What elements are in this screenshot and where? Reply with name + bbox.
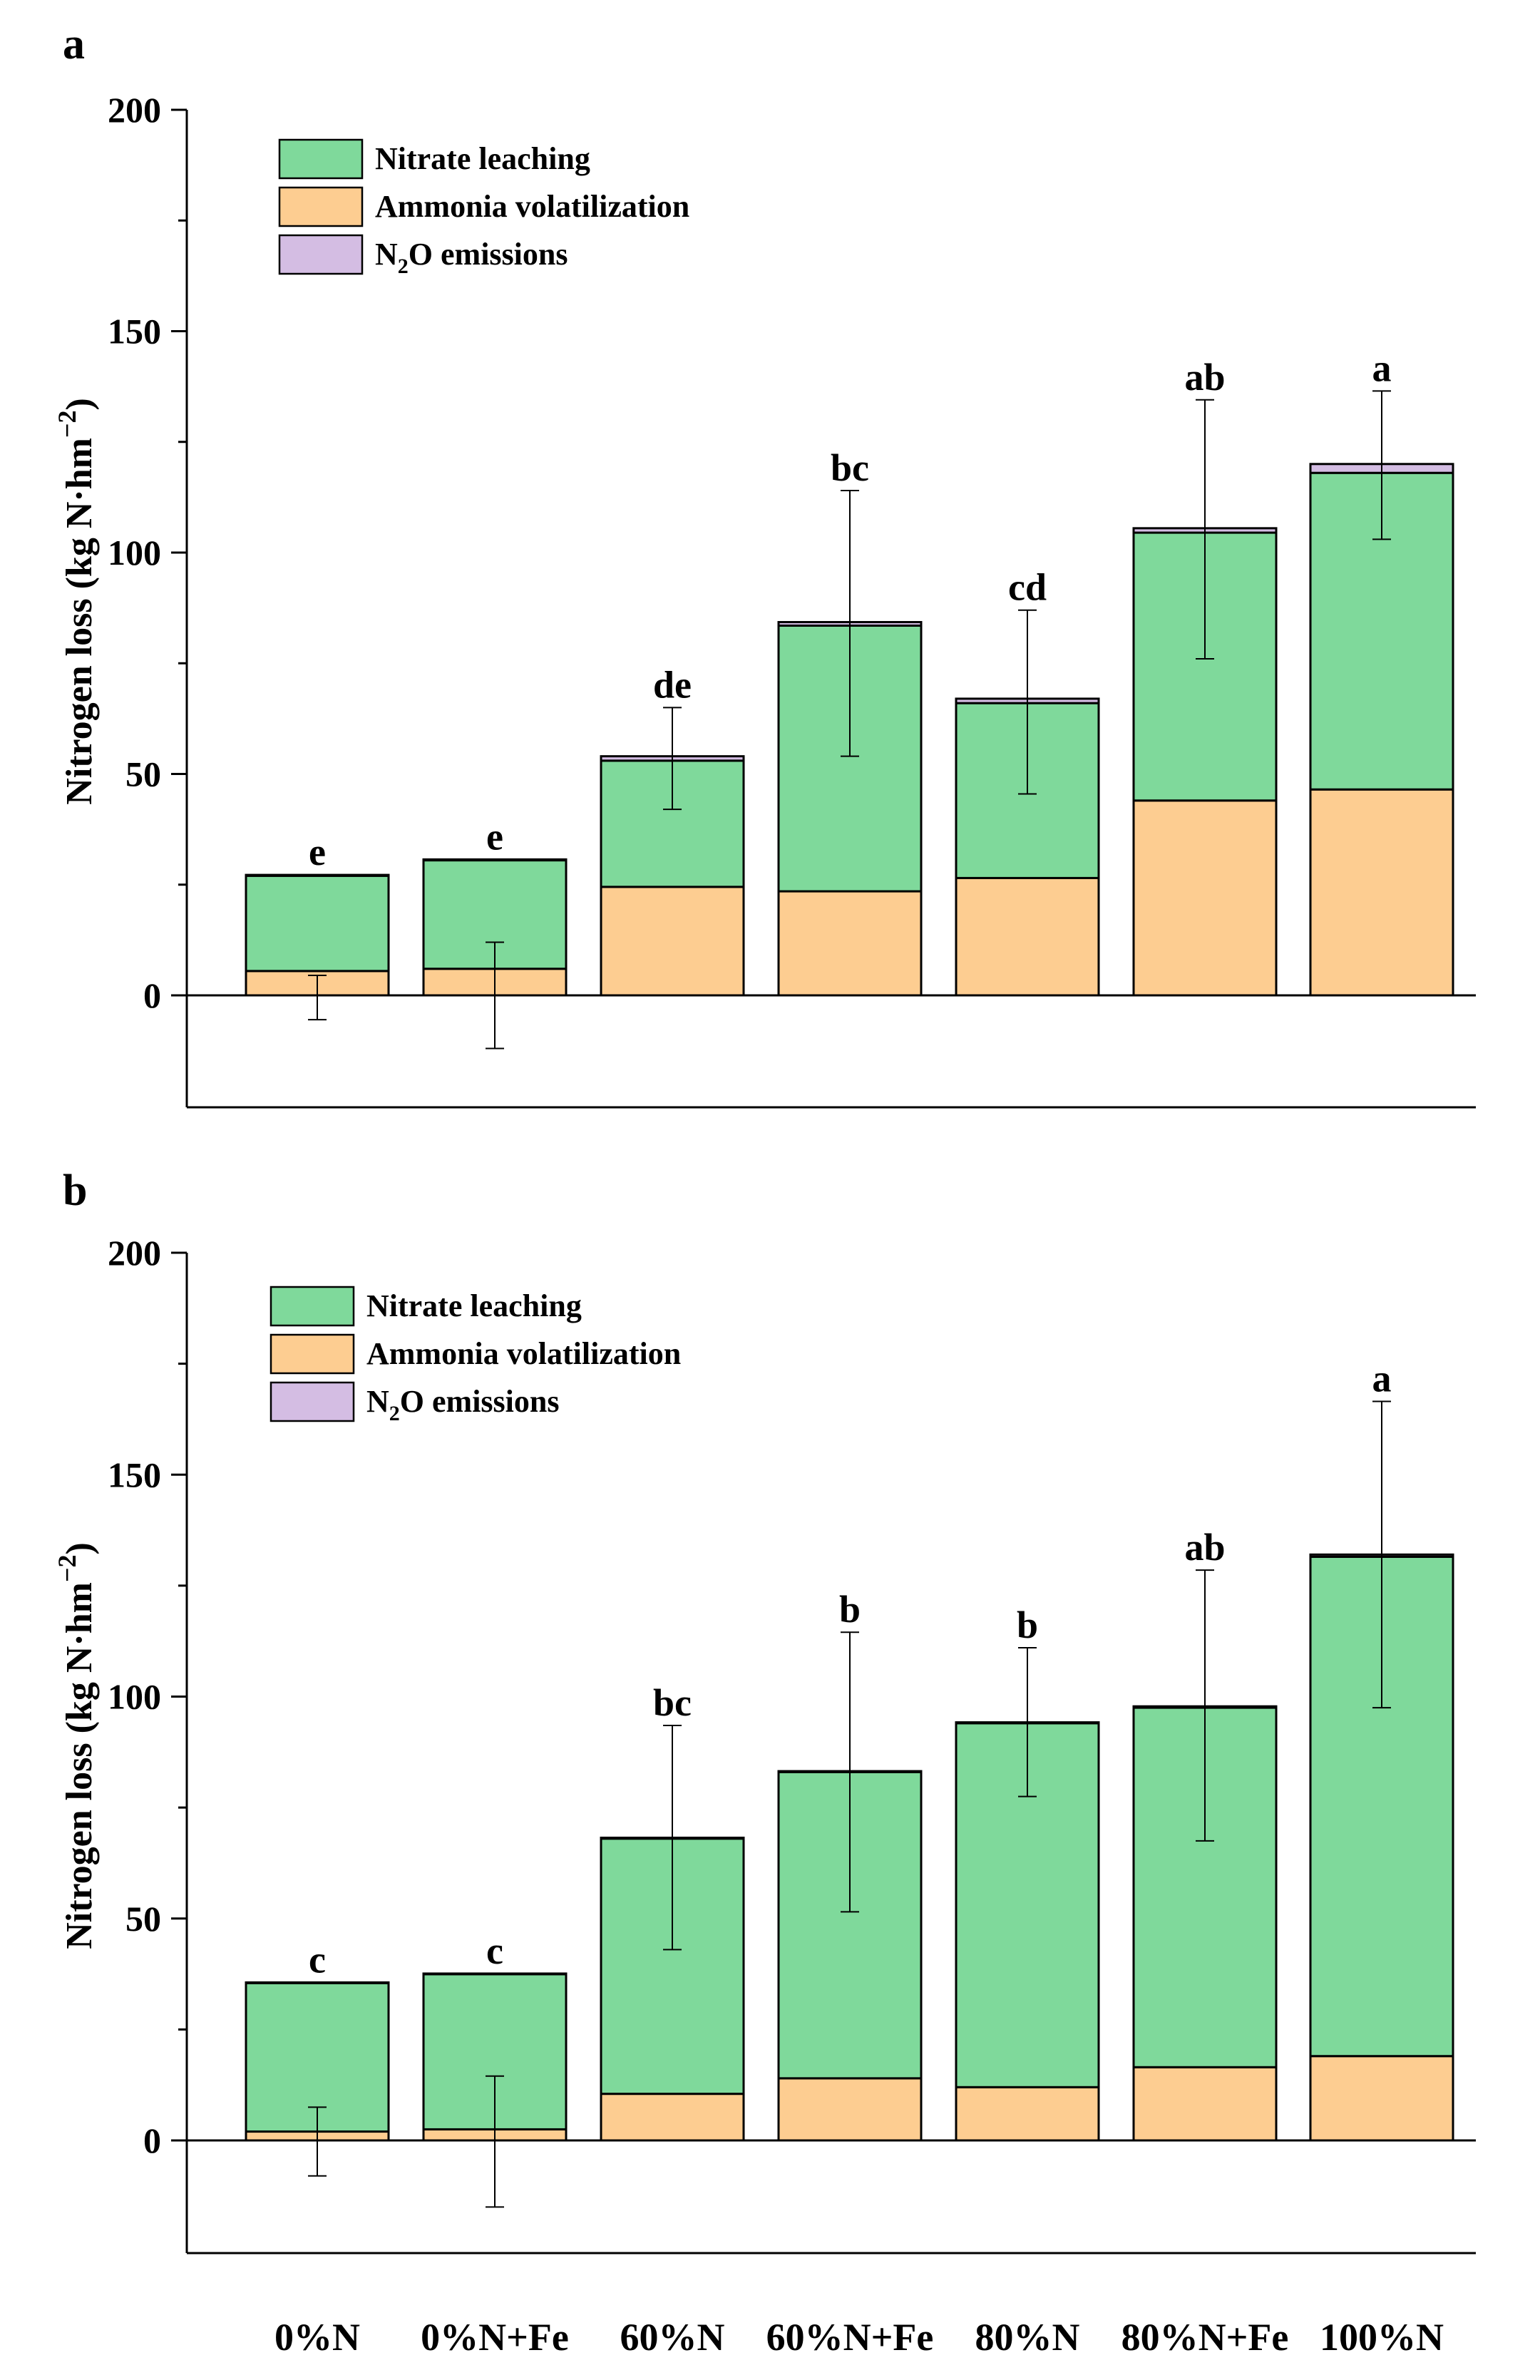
legend-label-n2o: N2O emissions xyxy=(366,1384,559,1425)
significance-label-3: b xyxy=(839,1588,861,1631)
bar-ammonia-4 xyxy=(955,876,1100,997)
legend-label-n2o-rest: O emissions xyxy=(409,237,568,272)
y-axis-title-close: ) xyxy=(59,1542,100,1554)
y-tick-label: 100 xyxy=(108,1677,161,1717)
y-axis-title: Nitrogen loss (kg N·hm−2) xyxy=(53,1542,100,1949)
bar-ammonia-6 xyxy=(1309,2055,1454,2142)
legend-label-ammonia: Ammonia volatilization xyxy=(375,189,689,224)
panel-label: b xyxy=(63,1166,87,1215)
legend-swatch-nitrate xyxy=(278,138,364,180)
legend-label-n2o-rest: O emissions xyxy=(400,1384,560,1419)
y-tick-label: 150 xyxy=(108,1455,161,1494)
y-tick-label: 100 xyxy=(108,533,161,573)
bar-n2o-0 xyxy=(245,873,390,877)
legend-swatch-nitrate xyxy=(270,1286,355,1327)
panel-a: a e e de bc cd ab a 0 50 100 150 200 Nitrogen loss (k… xyxy=(53,20,1476,1109)
x-tick-label-1: 0%N+Fe xyxy=(421,2316,569,2359)
bar-nitrate-0 xyxy=(245,874,390,973)
bar-ammonia-2 xyxy=(600,886,745,997)
bar-ammonia-4 xyxy=(955,2086,1100,2142)
x-category-labels: 0%N 0%N+Fe 60%N 60%N+Fe 80%N 80%N+Fe 100%N xyxy=(274,2316,1444,2359)
bar-ammonia-5 xyxy=(1132,799,1278,997)
x-tick-label-4: 80%N xyxy=(975,2316,1080,2359)
y-tick-label: 50 xyxy=(125,1899,161,1939)
x-tick-label-0: 0%N xyxy=(274,2316,360,2359)
significance-label-3: bc xyxy=(831,446,869,489)
legend-swatch-ammonia xyxy=(270,1333,355,1375)
y-tick-label: 200 xyxy=(108,90,161,130)
y-axis-title-close: ) xyxy=(59,398,100,410)
bar-ammonia-2 xyxy=(600,2093,745,2142)
legend-swatch-ammonia xyxy=(278,186,364,227)
y-axis-title-main: Nitrogen loss (kg N·hm xyxy=(59,1582,100,1949)
legend-label-n2o-main: N xyxy=(366,1384,389,1419)
significance-label-4: b xyxy=(1017,1604,1038,1646)
y-tick-label: 50 xyxy=(125,754,161,794)
y-axis-title-sup: −2 xyxy=(53,1555,81,1583)
bar-ammonia-3 xyxy=(777,890,923,997)
x-tick-label-6: 100%N xyxy=(1320,2316,1444,2359)
x-tick-label-3: 60%N+Fe xyxy=(766,2316,934,2359)
y-tick-label: 150 xyxy=(108,312,161,352)
significance-label-5: ab xyxy=(1184,356,1225,399)
bar-n2o-0 xyxy=(245,1981,390,1984)
legend-label-n2o-main: N xyxy=(375,237,398,272)
significance-label-6: a xyxy=(1372,1358,1392,1400)
bar-n2o-1 xyxy=(422,858,568,862)
significance-label-2: de xyxy=(653,663,692,706)
panel-label: a xyxy=(63,20,85,68)
x-tick-label-2: 60%N xyxy=(620,2316,725,2359)
significance-label-1: c xyxy=(486,1929,503,1972)
legend-swatch-n2o xyxy=(278,234,364,275)
significance-label-5: ab xyxy=(1184,1526,1225,1569)
legend-label-nitrate: Nitrate leaching xyxy=(375,141,590,176)
significance-label-0: e xyxy=(309,831,326,873)
y-tick-label: 0 xyxy=(143,2120,161,2160)
bar-ammonia-5 xyxy=(1132,2066,1278,2142)
y-axis-title-sup: −2 xyxy=(53,411,81,438)
y-tick-label: 200 xyxy=(108,1233,161,1273)
legend-swatch-n2o xyxy=(270,1381,355,1422)
x-tick-label-5: 80%N+Fe xyxy=(1121,2316,1289,2359)
legend-label-n2o-sub: 2 xyxy=(398,255,409,278)
legend-label-n2o-sub: 2 xyxy=(389,1402,400,1425)
y-tick-label: 0 xyxy=(143,975,161,1015)
significance-label-6: a xyxy=(1372,347,1392,389)
legend-label-n2o: N2O emissions xyxy=(375,237,568,278)
y-axis-title-main: Nitrogen loss (kg N·hm xyxy=(59,438,100,805)
significance-label-0: c xyxy=(309,1938,326,1981)
significance-label-4: cd xyxy=(1008,566,1047,609)
bar-nitrate-5 xyxy=(1132,1706,1278,2068)
significance-label-2: bc xyxy=(653,1681,692,1724)
significance-label-1: e xyxy=(486,815,503,858)
bar-ammonia-6 xyxy=(1309,788,1454,997)
bar-ammonia-3 xyxy=(777,2077,923,2142)
legend-label-nitrate: Nitrate leaching xyxy=(366,1288,582,1323)
legend-label-ammonia: Ammonia volatilization xyxy=(366,1336,681,1371)
y-axis-title: Nitrogen loss (kg N·hm−2) xyxy=(53,398,100,805)
